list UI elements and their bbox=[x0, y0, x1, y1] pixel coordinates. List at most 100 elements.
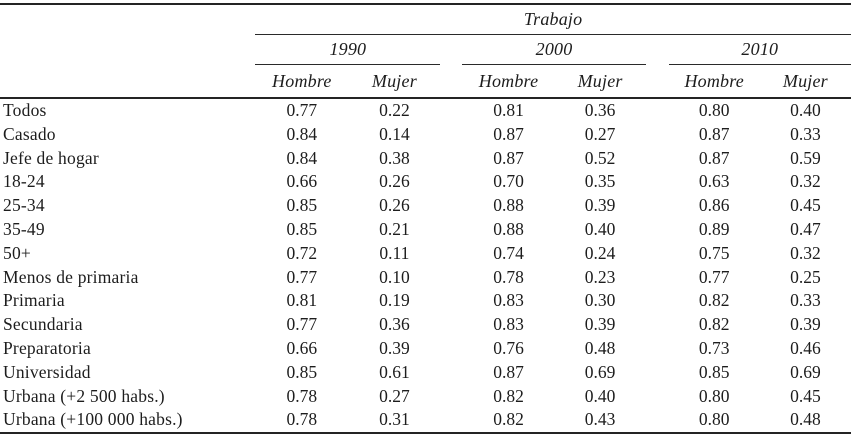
row-label: 50+ bbox=[3, 242, 31, 263]
cell-value: 0.77 bbox=[286, 314, 318, 335]
labor-participation-table: Trabajo 1990 2000 2010 Hombre Mujer Homb… bbox=[0, 3, 851, 435]
row-label: Urbana (+2 500 habs.) bbox=[3, 385, 165, 406]
cell-value: 0.22 bbox=[379, 100, 410, 120]
cell-value: 0.39 bbox=[584, 195, 616, 216]
table-row: 35-49 0.85 0.21 0.88 0.40 0.89 0.47 bbox=[0, 218, 851, 242]
table-row: Urbana (+100 000 habs.) 0.78 0.31 0.82 0… bbox=[0, 408, 851, 433]
cell-value: 0.40 bbox=[790, 100, 821, 120]
table-row: Universidad 0.85 0.61 0.87 0.69 0.85 0.6… bbox=[0, 361, 851, 385]
column-gap bbox=[646, 361, 669, 385]
cell-value: 0.52 bbox=[584, 147, 616, 168]
cell-value: 0.48 bbox=[790, 409, 821, 430]
cell-value: 0.24 bbox=[584, 242, 616, 263]
cell-value: 0.45 bbox=[790, 195, 821, 216]
column-gap bbox=[440, 147, 462, 171]
row-label: Preparatoria bbox=[3, 337, 91, 358]
column-header-1990-mujer: Mujer bbox=[348, 64, 441, 99]
table-row: Casado 0.84 0.14 0.87 0.27 0.87 0.33 bbox=[0, 123, 851, 147]
cell-value: 0.26 bbox=[379, 195, 410, 216]
column-gap bbox=[440, 242, 462, 266]
cell-value: 0.73 bbox=[698, 337, 730, 358]
cell-value: 0.80 bbox=[698, 409, 730, 430]
column-gap bbox=[645, 64, 669, 99]
scanned-page: Trabajo 1990 2000 2010 Hombre Mujer Homb… bbox=[0, 3, 857, 441]
cell-value: 0.36 bbox=[379, 314, 410, 335]
column-gap bbox=[440, 313, 462, 337]
cell-value: 0.27 bbox=[584, 123, 616, 144]
cell-value: 0.86 bbox=[698, 195, 730, 216]
cell-value: 0.63 bbox=[698, 171, 730, 192]
column-gap bbox=[646, 242, 669, 266]
cell-value: 0.35 bbox=[584, 171, 616, 192]
column-gap bbox=[646, 337, 669, 361]
cell-value: 0.10 bbox=[379, 266, 410, 287]
cell-value: 0.76 bbox=[493, 337, 524, 358]
row-label: Urbana (+100 000 habs.) bbox=[3, 409, 183, 430]
year-header-2000: 2000 bbox=[462, 34, 646, 65]
cell-value: 0.81 bbox=[493, 100, 524, 120]
column-gap bbox=[440, 218, 462, 242]
cell-value: 0.88 bbox=[493, 218, 524, 239]
cell-value: 0.85 bbox=[286, 361, 318, 382]
cell-value: 0.47 bbox=[790, 218, 821, 239]
column-gap bbox=[646, 147, 669, 171]
column-gap bbox=[646, 170, 669, 194]
column-gap bbox=[440, 98, 462, 123]
table-row: Preparatoria 0.66 0.39 0.76 0.48 0.73 0.… bbox=[0, 337, 851, 361]
row-label: Casado bbox=[3, 123, 56, 144]
cell-value: 0.87 bbox=[493, 147, 524, 168]
column-gap bbox=[646, 218, 669, 242]
column-gap bbox=[646, 408, 669, 433]
cell-value: 0.80 bbox=[698, 100, 730, 120]
cell-value: 0.39 bbox=[584, 314, 616, 335]
column-header-2010-hombre: Hombre bbox=[668, 64, 760, 99]
cell-value: 0.39 bbox=[790, 314, 821, 335]
column-gap bbox=[646, 313, 669, 337]
cell-value: 0.78 bbox=[286, 409, 318, 430]
cell-value: 0.83 bbox=[493, 314, 524, 335]
cell-value: 0.78 bbox=[493, 266, 524, 287]
cell-value: 0.66 bbox=[286, 337, 318, 358]
row-label: Jefe de hogar bbox=[3, 147, 99, 168]
column-gap bbox=[646, 35, 669, 65]
cell-value: 0.77 bbox=[698, 266, 730, 287]
cell-value: 0.66 bbox=[286, 171, 318, 192]
table-body: Todos 0.77 0.22 0.81 0.36 0.80 0.40 Casa… bbox=[0, 98, 851, 433]
cell-value: 0.31 bbox=[379, 409, 410, 430]
column-header-2000-hombre: Hombre bbox=[462, 64, 555, 99]
cell-value: 0.75 bbox=[698, 242, 730, 263]
cell-value: 0.11 bbox=[379, 242, 410, 263]
cell-value: 0.39 bbox=[379, 337, 410, 358]
cell-value: 0.78 bbox=[286, 385, 318, 406]
cell-value: 0.89 bbox=[698, 218, 730, 239]
cell-value: 0.82 bbox=[698, 314, 730, 335]
table-row: Primaria 0.81 0.19 0.83 0.30 0.82 0.33 bbox=[0, 289, 851, 313]
cell-value: 0.81 bbox=[286, 290, 318, 311]
cell-value: 0.33 bbox=[790, 123, 821, 144]
cell-value: 0.40 bbox=[584, 218, 616, 239]
row-label: 18-24 bbox=[3, 171, 45, 192]
column-gap bbox=[646, 98, 669, 123]
column-gap bbox=[440, 361, 462, 385]
cell-value: 0.72 bbox=[286, 242, 318, 263]
header-spacer bbox=[0, 64, 256, 99]
cell-value: 0.87 bbox=[698, 123, 730, 144]
year-header-1990: 1990 bbox=[255, 34, 441, 65]
cell-value: 0.77 bbox=[286, 266, 318, 287]
cell-value: 0.87 bbox=[493, 361, 524, 382]
cell-value: 0.69 bbox=[790, 361, 821, 382]
cell-value: 0.84 bbox=[286, 147, 318, 168]
column-gap bbox=[440, 35, 462, 65]
row-label: 25-34 bbox=[3, 195, 45, 216]
header-spacer bbox=[0, 4, 255, 35]
cell-value: 0.82 bbox=[493, 385, 524, 406]
table-row: 25-34 0.85 0.26 0.88 0.39 0.86 0.45 bbox=[0, 194, 851, 218]
column-gap bbox=[646, 385, 669, 409]
row-label: Todos bbox=[3, 100, 47, 120]
column-gap bbox=[440, 170, 462, 194]
cell-value: 0.14 bbox=[379, 123, 410, 144]
column-header-1990-hombre: Hombre bbox=[255, 64, 349, 99]
cell-value: 0.46 bbox=[790, 337, 821, 358]
cell-value: 0.77 bbox=[286, 100, 318, 120]
row-label: Universidad bbox=[3, 361, 91, 382]
